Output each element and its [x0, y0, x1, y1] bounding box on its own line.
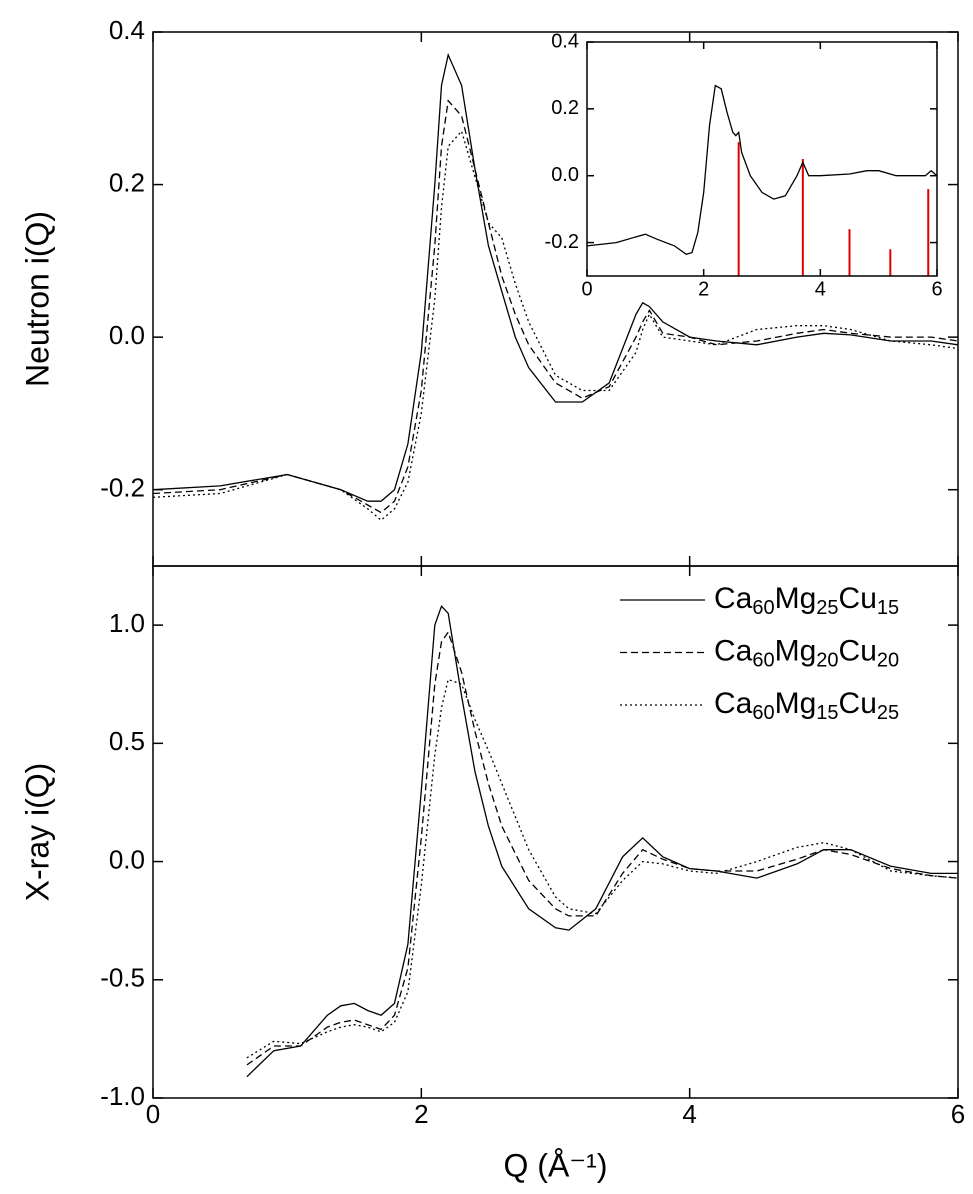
data-line — [153, 129, 958, 522]
y-tick-label: 0.0 — [109, 320, 145, 350]
x-tick-label: 0 — [581, 278, 592, 300]
x-tick-label: 6 — [951, 1099, 965, 1129]
y-tick-label: 0.2 — [551, 97, 579, 119]
y-tick-label: -0.2 — [100, 473, 145, 503]
y-tick-label: 0.4 — [551, 30, 579, 52]
x-tick-label: 4 — [815, 278, 826, 300]
x-tick-label: 2 — [698, 278, 709, 300]
y-axis-label: X-ray i(Q) — [19, 763, 55, 902]
x-tick-label: 4 — [682, 1099, 696, 1129]
data-line — [246, 630, 958, 1066]
x-tick-label: 6 — [931, 278, 942, 300]
data-line — [587, 84, 937, 256]
legend-label: Ca60Mg25Cu15 — [714, 582, 899, 619]
y-tick-label: -0.5 — [100, 963, 145, 993]
data-line — [153, 99, 958, 514]
legend-label: Ca60Mg15Cu25 — [714, 687, 899, 724]
plot-frame — [152, 565, 959, 1099]
x-tick-label: 0 — [146, 1099, 160, 1129]
y-tick-label: -1.0 — [100, 1081, 145, 1111]
y-tick-label: -0.2 — [545, 231, 579, 253]
y-tick-label: 0.4 — [109, 15, 145, 45]
y-tick-label: 0.5 — [109, 726, 145, 756]
data-line — [246, 678, 958, 1059]
y-tick-label: 0.0 — [551, 164, 579, 186]
y-axis-label: Neutron i(Q) — [19, 211, 55, 387]
data-line — [153, 52, 958, 502]
y-tick-label: 0.0 — [109, 844, 145, 874]
plot-frame — [586, 41, 938, 277]
y-tick-label: 1.0 — [109, 608, 145, 638]
x-axis-label: Q (Å⁻¹) — [504, 1147, 608, 1183]
inset-background — [587, 42, 937, 276]
y-tick-label: 0.2 — [109, 167, 145, 197]
x-tick-label: 2 — [414, 1099, 428, 1129]
legend-label: Ca60Mg20Cu20 — [714, 634, 899, 671]
data-line — [246, 604, 958, 1078]
